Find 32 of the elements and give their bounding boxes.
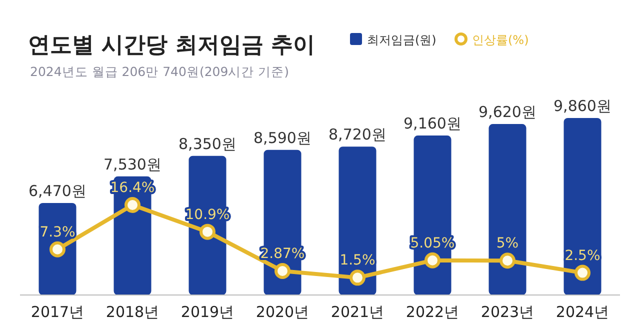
- x-tick-label: 2023년: [480, 303, 534, 321]
- point: [574, 264, 590, 281]
- x-tick-label: 2019년: [180, 303, 234, 321]
- point: [50, 241, 66, 258]
- point: [350, 270, 366, 286]
- x-tick-label: 2020년: [256, 303, 310, 321]
- data-label: 2.5%: [564, 248, 600, 264]
- x-tick-label: 2024년: [556, 303, 610, 321]
- data-label: 7.3%: [40, 224, 76, 240]
- data-label: 9,160원: [404, 114, 462, 133]
- chart-subtitle: 2024년도 월급 206만 740원(209시간 기준): [30, 64, 290, 79]
- point: [200, 224, 216, 240]
- data-label: 8,590원: [254, 128, 312, 147]
- point: [274, 263, 290, 279]
- legend-label: 인상률(%): [472, 33, 529, 47]
- chart-title: 연도별 시간당 최저임금 추이: [28, 33, 315, 58]
- legend-label: 최저임금(원): [367, 33, 436, 47]
- data-label: 9,620원: [478, 103, 536, 122]
- data-label: 1.5%: [340, 252, 376, 269]
- data-label: 9,860원: [554, 97, 612, 115]
- point: [124, 197, 140, 213]
- data-label: 8,720원: [328, 126, 386, 144]
- x-tick-label: 2022년: [406, 303, 460, 321]
- point: [500, 252, 516, 269]
- data-label: 7,530원: [104, 155, 162, 174]
- data-label: 8,350원: [178, 134, 236, 153]
- x-tick-label: 2021년: [330, 303, 384, 321]
- x-tick-label: 2017년: [30, 303, 84, 321]
- point: [424, 252, 440, 268]
- x-tick-label: 2018년: [106, 303, 160, 321]
- data-label: 6,470원: [28, 182, 86, 200]
- data-label: 5%: [496, 236, 519, 252]
